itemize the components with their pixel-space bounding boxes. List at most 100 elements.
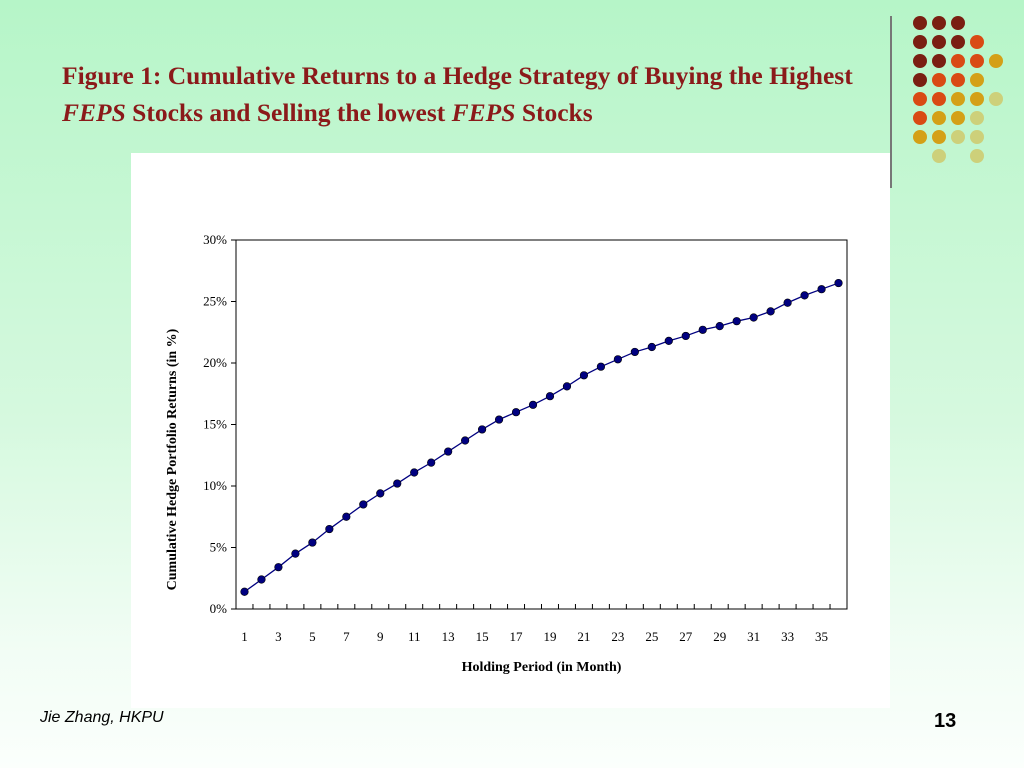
decorative-dot <box>989 54 1003 68</box>
plot-area-frame <box>235 239 848 610</box>
data-point <box>359 500 368 509</box>
decorative-dot <box>913 73 927 87</box>
data-point <box>715 322 724 331</box>
decorative-dot <box>970 130 984 144</box>
decorative-vertical-line <box>890 16 892 188</box>
decorative-dot <box>913 92 927 106</box>
x-tick-label: 21 <box>577 629 590 644</box>
y-tick-label: 25% <box>203 294 227 309</box>
slide-title: Figure 1: Cumulative Returns to a Hedge … <box>62 57 892 131</box>
data-point <box>444 447 453 456</box>
data-point <box>630 347 639 357</box>
footer-author: Jie Zhang, HKPU <box>40 709 164 726</box>
data-point <box>562 382 572 391</box>
decorative-dot <box>951 92 965 106</box>
data-point <box>698 325 707 334</box>
x-axis-label: Holding Period (in Month) <box>462 660 622 675</box>
x-tick-label: 23 <box>611 629 624 644</box>
decorative-dot <box>913 111 927 125</box>
data-point <box>427 458 436 467</box>
decorative-dot <box>951 54 965 68</box>
data-point <box>477 425 487 434</box>
data-point <box>325 524 334 534</box>
x-tick-label: 7 <box>343 629 350 644</box>
decorative-dot <box>913 130 927 144</box>
x-tick-label: 33 <box>781 629 794 644</box>
page-number: 13 <box>934 710 957 732</box>
title-feps-emphasis-1: FEPS <box>62 98 126 127</box>
data-point <box>410 468 419 477</box>
y-tick-label: 0% <box>210 601 228 616</box>
decorative-dot <box>913 16 927 30</box>
decorative-dot-grid <box>0 0 1024 200</box>
y-axis-label: Cumulative Hedge Portfolio Returns (in %… <box>165 328 180 590</box>
data-point <box>291 549 300 558</box>
data-point <box>376 489 385 498</box>
x-tick-label: 31 <box>747 629 760 644</box>
title-text-part3: Stocks <box>515 98 593 127</box>
decorative-dot <box>951 130 965 144</box>
data-point <box>274 563 283 572</box>
decorative-dot <box>970 92 984 106</box>
y-tick-label: 10% <box>203 478 227 493</box>
data-point <box>308 538 317 547</box>
x-tick-label: 9 <box>377 629 384 644</box>
y-tick-label: 30% <box>203 232 227 247</box>
decorative-dot <box>951 73 965 87</box>
data-point <box>494 415 504 424</box>
x-tick-label: 25 <box>645 629 658 644</box>
decorative-dot <box>932 54 946 68</box>
data-point <box>528 400 538 409</box>
x-tick-label: 11 <box>408 629 421 644</box>
decorative-dot <box>951 16 965 30</box>
data-point <box>732 317 741 326</box>
data-point <box>749 313 758 322</box>
data-point <box>664 336 673 345</box>
decorative-dot <box>932 149 946 163</box>
decorative-dot <box>932 73 946 87</box>
decorative-dot <box>932 111 946 125</box>
decorative-dot <box>951 111 965 125</box>
data-point <box>647 342 656 352</box>
decorative-dot <box>951 35 965 49</box>
data-point <box>596 362 606 371</box>
x-tick-label: 5 <box>309 629 316 644</box>
x-tick-label: 13 <box>442 629 455 644</box>
decorative-dot <box>970 111 984 125</box>
x-tick-label: 19 <box>543 629 556 644</box>
data-point <box>257 575 266 584</box>
decorative-dot <box>932 16 946 30</box>
x-tick-label: 1 <box>241 629 248 644</box>
data-point <box>613 355 622 364</box>
series-line <box>244 282 839 593</box>
chart-panel: 0% 5% 10% 15% 20% 25% 30% 1 3 5 7 9 11 13 15 17 19 21 23 25… <box>131 153 890 708</box>
line-chart: 0%5%10%15%20%25%30%1 3 5 7 9 11 13 15 17 19 21 23 25… <box>165 232 848 675</box>
decorative-dot <box>913 35 927 49</box>
data-point <box>511 408 521 417</box>
data-point <box>461 436 470 445</box>
y-tick-label: 5% <box>210 540 228 555</box>
decorative-dot <box>932 130 946 144</box>
decorative-dot <box>970 35 984 49</box>
data-point <box>817 285 826 294</box>
data-point <box>834 278 843 288</box>
x-tick-label: 29 <box>713 629 726 644</box>
title-feps-emphasis-2: FEPS <box>451 98 516 127</box>
data-point <box>681 331 690 341</box>
data-point <box>545 392 555 401</box>
x-tick-label: 3 <box>275 629 282 644</box>
decorative-dot <box>970 54 984 68</box>
decorative-dot <box>989 92 1003 106</box>
data-point <box>240 587 249 596</box>
y-tick-label: 20% <box>203 355 227 370</box>
decorative-dot <box>913 54 927 68</box>
decorative-dot <box>970 73 984 87</box>
y-tick-label: 15% <box>203 417 227 432</box>
x-tick-label: 27 <box>679 629 693 644</box>
x-tick-label: 17 <box>510 629 523 644</box>
decorative-dot <box>932 35 946 49</box>
data-point <box>800 291 809 300</box>
x-tick-label: 15 <box>476 629 489 644</box>
x-tick-label: 35 <box>815 629 828 644</box>
data-point <box>766 307 775 316</box>
